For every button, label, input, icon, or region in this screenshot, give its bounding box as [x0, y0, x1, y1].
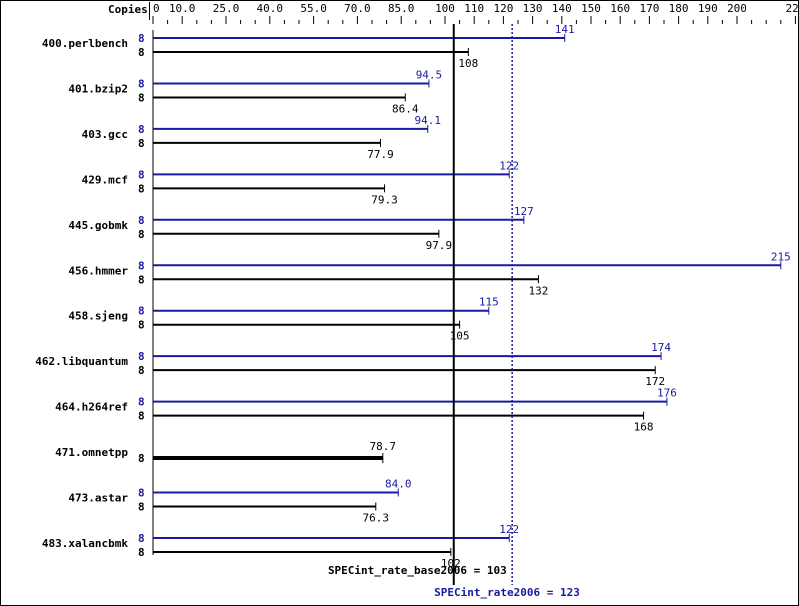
base-value-label: 105	[450, 330, 470, 343]
peak-value-label: 115	[479, 296, 499, 309]
peak-copies: 8	[138, 487, 145, 500]
peak-value-label: 176	[657, 387, 677, 400]
base-value-label: 172	[645, 375, 665, 388]
peak-value-label: 94.1	[415, 114, 442, 127]
base-value-label: 77.9	[367, 148, 394, 161]
peak-value-label: 122	[499, 523, 519, 536]
peak-copies: 8	[138, 259, 145, 272]
base-value-label: 102	[441, 557, 461, 570]
base-value-label: 86.4	[392, 102, 419, 115]
benchmark-label: 483.xalancbmk	[42, 537, 128, 550]
peak-value-label: 141	[555, 23, 575, 36]
peak-copies: 8	[138, 123, 145, 136]
peak-summary-label: SPECint_rate2006 = 123	[434, 586, 580, 599]
axis-tick-label: 170	[639, 2, 659, 15]
peak-value-label: 84.0	[385, 478, 412, 491]
copies-header: Copies	[108, 3, 148, 16]
axis-tick-label: 55.0	[300, 2, 327, 15]
base-copies: 8	[138, 137, 145, 150]
benchmark-label: 458.sjeng	[68, 310, 128, 323]
axis-tick-label: 100	[435, 2, 455, 15]
base-value-label: 76.3	[363, 512, 390, 525]
axis-tick-label: 220	[785, 2, 799, 15]
base-value-label: 168	[634, 421, 654, 434]
base-value-label: 78.7	[370, 440, 397, 453]
benchmark-label: 471.omnetpp	[55, 446, 128, 459]
base-copies: 8	[138, 452, 145, 465]
benchmark-label: 456.hmmer	[68, 264, 128, 277]
base-copies: 8	[138, 501, 145, 514]
base-summary-label: SPECint_rate_base2006 = 103	[328, 564, 507, 577]
base-value-label: 108	[458, 57, 478, 70]
axis-tick-label: 150	[581, 2, 601, 15]
benchmark-label: 429.mcf	[82, 173, 128, 186]
benchmark-label: 445.gobmk	[68, 219, 128, 232]
benchmark-label: 403.gcc	[82, 128, 128, 141]
axis-tick-label: 70.0	[344, 2, 371, 15]
base-copies: 8	[138, 182, 145, 195]
peak-value-label: 127	[514, 205, 534, 218]
benchmark-label: 401.bzip2	[68, 82, 128, 95]
benchmark-label: 464.h264ref	[55, 401, 128, 414]
base-copies: 8	[138, 228, 145, 241]
base-copies: 8	[138, 364, 145, 377]
peak-copies: 8	[138, 77, 145, 90]
base-copies: 8	[138, 319, 145, 332]
axis-tick-label: 140	[552, 2, 572, 15]
base-copies: 8	[138, 546, 145, 559]
peak-copies: 8	[138, 396, 145, 409]
base-copies: 8	[138, 273, 145, 286]
peak-value-label: 122	[499, 159, 519, 172]
base-copies: 8	[138, 410, 145, 423]
base-copies: 8	[138, 46, 145, 59]
benchmark-label: 473.astar	[68, 492, 128, 505]
axis-tick-label: 0	[153, 2, 160, 15]
axis-tick-label: 130	[523, 2, 543, 15]
base-copies: 8	[138, 91, 145, 104]
axis-tick-label: 160	[610, 2, 630, 15]
axis-tick-label: 200	[727, 2, 747, 15]
peak-copies: 8	[138, 305, 145, 318]
axis-tick-label: 190	[698, 2, 718, 15]
peak-copies: 8	[138, 214, 145, 227]
benchmark-label: 462.libquantum	[35, 355, 128, 368]
axis-tick-label: 85.0	[388, 2, 415, 15]
peak-copies: 8	[138, 32, 145, 45]
peak-copies: 8	[138, 168, 145, 181]
base-value-label: 97.9	[426, 239, 453, 252]
peak-copies: 8	[138, 350, 145, 363]
peak-value-label: 215	[771, 250, 791, 263]
axis-tick-label: 180	[669, 2, 689, 15]
axis-tick-label: 120	[493, 2, 513, 15]
peak-copies: 8	[138, 532, 145, 545]
base-value-label: 132	[529, 284, 549, 297]
benchmark-label: 400.perlbench	[42, 37, 128, 50]
axis-tick-label: 110	[464, 2, 484, 15]
axis-tick-label: 10.0	[169, 2, 196, 15]
axis-tick-label: 25.0	[213, 2, 240, 15]
base-value-label: 79.3	[371, 193, 398, 206]
axis-tick-label: 40.0	[257, 2, 284, 15]
peak-value-label: 94.5	[416, 68, 443, 81]
peak-value-label: 174	[651, 341, 671, 354]
